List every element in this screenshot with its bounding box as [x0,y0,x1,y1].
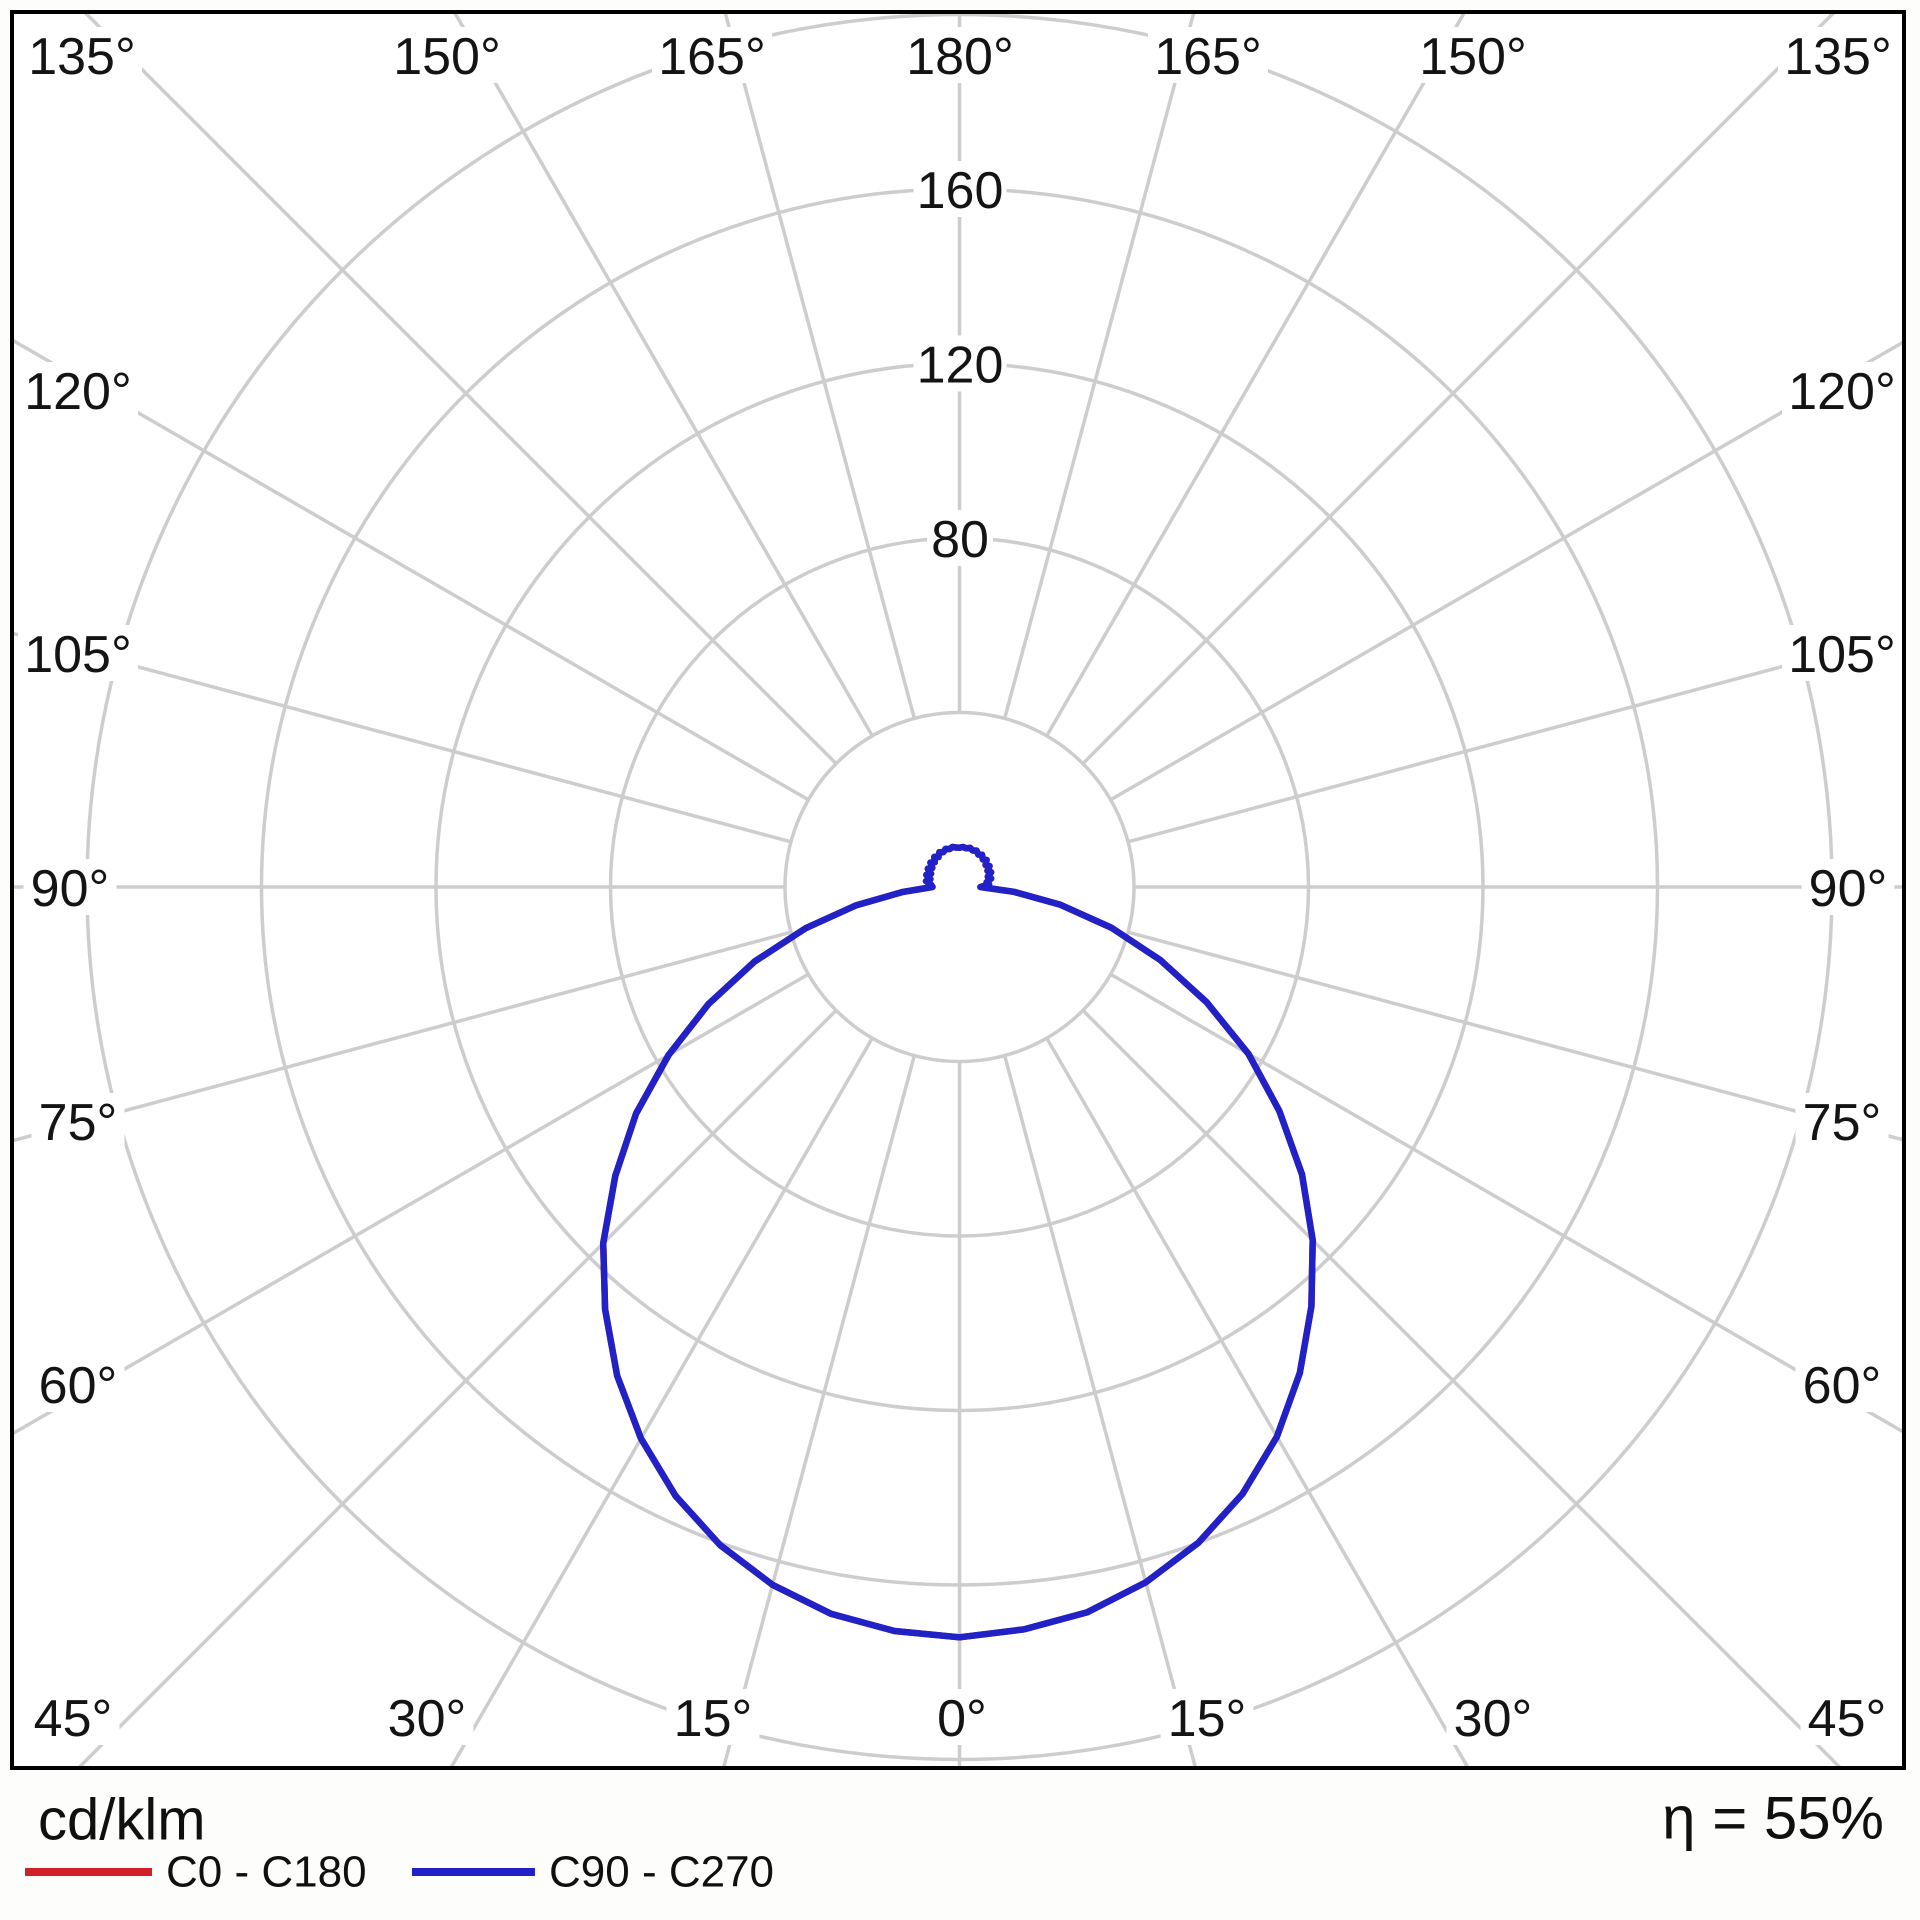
angle-tick-label-135-6: 135° [1784,28,1892,86]
grid-spoke-60 [14,972,810,1435]
radial-tick-label-120-mask [913,335,1007,392]
angle-tick-label-180-0-mask [900,27,1020,83]
grid-spoke-210 [1045,14,1466,737]
angle-tick-label-135-5-mask [22,27,142,83]
angle-tick-label-90-11: 90° [31,860,110,918]
grid-spoke-195 [1002,14,1196,719]
grid-spoke-105 [14,631,792,844]
angle-tick-label-30-20-mask [1446,1689,1540,1745]
grid-spoke-120 [14,339,810,802]
legend: C0 - C180 C90 - C270 [25,1848,774,1897]
grid-spoke-345 [1002,1055,1197,1766]
angle-tick-label-105-10-mask [1782,625,1902,681]
angle-tick-label-75-13-mask [31,1093,125,1149]
grid-spoke-330 [1045,1037,1470,1766]
grid-spoke-150 [453,14,874,737]
angle-tick-label-45-17: 45° [34,1690,113,1748]
angle-tick-label-30-20: 30° [1454,1690,1533,1748]
legend-line-c0-c180 [25,1868,152,1876]
units-label: cd/klm [38,1788,206,1853]
angle-tick-label-60-15-mask [31,1356,125,1412]
radial-tick-label-120: 120 [917,337,1004,395]
angle-tick-label-165-1: 165° [658,28,766,86]
angle-tick-label-120-7-mask [18,362,138,418]
angle-tick-label-165-2: 165° [1154,28,1262,86]
angle-tick-label-105-9-mask [18,625,138,681]
grid-spoke-240 [1109,340,1902,802]
angle-tick-label-150-3-mask [387,27,507,83]
angle-tick-label-120-7: 120° [24,363,132,421]
angle-tick-label-165-1-mask [652,27,772,83]
grid-spoke-75 [14,930,792,1143]
grid-labels: 80 120 160 180° 165° 165° 150° 150° 135° 135° 120°… [18,27,1902,1748]
radial-tick-label-80: 80 [931,511,989,569]
angle-tick-label-180-0: 180° [906,28,1014,86]
angle-tick-label-60-16: 60° [1803,1357,1882,1415]
grid-spoke-225 [1081,14,1835,765]
grid-spoke-30 [449,1037,874,1766]
angle-tick-label-75-13: 75° [39,1094,118,1152]
angle-tick-label-150-4: 150° [1419,28,1527,86]
angle-tick-label-90-11-mask [23,859,117,915]
angle-tick-label-15-22: 15° [1168,1690,1247,1748]
angle-tick-label-30-19-mask [380,1689,474,1745]
radial-tick-label-80-mask [927,510,993,566]
angle-tick-label-15-21-mask [666,1689,760,1745]
angle-tick-label-45-17-mask [26,1689,120,1745]
angle-tick-label-15-22-mask [1160,1689,1254,1745]
curve-C90-C270 [599,843,1316,1641]
grid-spoke-45 [78,1009,838,1766]
legend-label-c90-c270: C90 - C270 [549,1848,774,1897]
angle-tick-label-75-14-mask [1795,1093,1889,1149]
angle-tick-label-120-8-mask [1782,362,1902,418]
grid-spoke-165 [723,14,917,719]
angle-tick-label-165-2-mask [1148,27,1268,83]
angle-tick-label-150-4-mask [1413,27,1533,83]
angle-tick-label-105-9: 105° [24,626,132,684]
angle-tick-label-0-23-mask [929,1689,995,1745]
angle-tick-label-15-21: 15° [674,1690,753,1748]
grid-spoke-300 [1109,972,1902,1434]
grid-spoke-285 [1127,930,1902,1142]
angle-tick-label-75-14: 75° [1803,1094,1882,1152]
angle-tick-label-0-23: 0° [937,1690,987,1748]
angle-tick-label-45-18-mask [1800,1689,1894,1745]
angle-tick-label-120-8: 120° [1788,363,1896,421]
legend-line-c90-c270 [412,1868,535,1876]
efficiency-label: η = 55% [1662,1785,1884,1852]
intensity-curves [599,843,1316,1641]
legend-label-c0-c180: C0 - C180 [166,1848,367,1897]
radial-tick-label-160-mask [913,161,1007,217]
angle-tick-label-90-12: 90° [1809,860,1888,918]
grid-spoke-15 [722,1055,917,1766]
grid-spoke-135 [84,14,838,765]
angle-tick-label-105-10: 105° [1788,626,1896,684]
angle-tick-label-150-3: 150° [393,28,501,86]
radial-tick-label-160: 160 [917,162,1004,220]
angle-tick-label-60-16-mask [1795,1356,1889,1412]
angle-tick-label-135-6-mask [1778,27,1898,83]
angle-tick-label-30-19: 30° [388,1690,467,1748]
angle-tick-label-135-5: 135° [28,28,136,86]
angle-tick-label-45-18: 45° [1808,1690,1887,1748]
grid-spoke-255 [1127,632,1902,844]
grid-spoke-315 [1081,1009,1841,1766]
angle-tick-label-90-12-mask [1801,859,1895,915]
angle-tick-label-60-15: 60° [39,1357,118,1415]
plot-border [10,10,1906,1770]
